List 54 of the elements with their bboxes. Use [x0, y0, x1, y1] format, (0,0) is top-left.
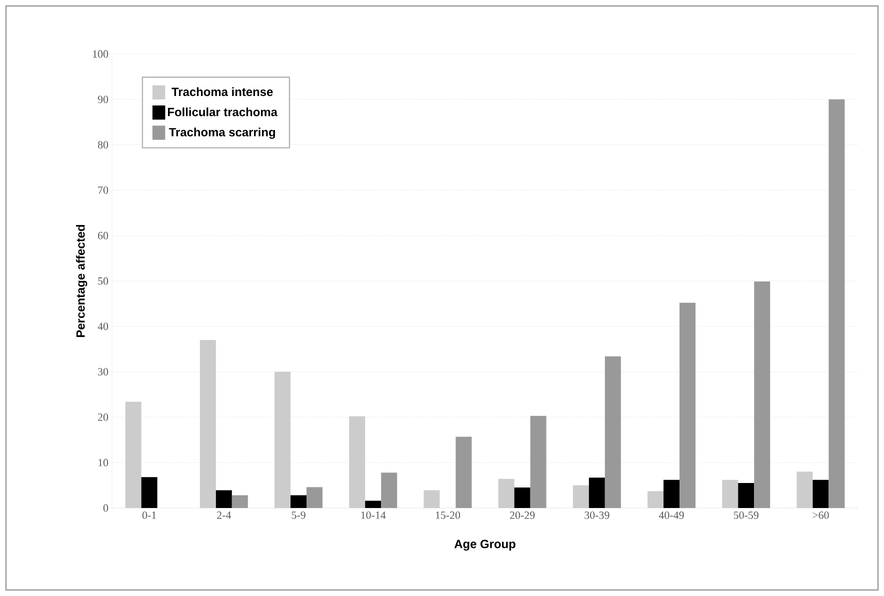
bar [200, 340, 216, 508]
y-tick-label: 100 [93, 50, 108, 58]
y-tick-label: 20 [98, 413, 108, 421]
legend-label: Trachoma scarring [168, 128, 275, 139]
bar [680, 302, 696, 508]
bar [514, 488, 530, 508]
bar [754, 281, 770, 508]
y-tick-label: 0 [103, 504, 108, 512]
y-tick-label: 50 [98, 277, 108, 285]
bar [722, 480, 738, 508]
x-axis-title: Age Group [454, 540, 516, 551]
bar [664, 480, 680, 508]
bar [530, 416, 546, 508]
x-tick-label: 0-1 [142, 512, 156, 519]
x-tick-label: 20-29 [510, 512, 535, 519]
bar [424, 490, 440, 508]
x-tick-label: >60 [812, 512, 829, 519]
bar [572, 485, 589, 508]
bar [274, 372, 291, 508]
bar [141, 477, 158, 508]
y-tick-label: 80 [98, 141, 108, 148]
bar [349, 416, 366, 508]
y-tick-label: 40 [98, 322, 108, 330]
bar [604, 356, 621, 508]
x-tick-label: 15-20 [436, 512, 460, 519]
y-axis-title: Percentage affected [76, 224, 88, 337]
x-tick-label: 10-14 [361, 512, 386, 519]
bar [290, 495, 307, 508]
bar [216, 490, 232, 508]
bar [456, 436, 472, 508]
y-tick-label: 60 [98, 232, 108, 240]
legend-label: Follicular trachoma [168, 107, 278, 116]
y-tick-label: 30 [98, 368, 108, 376]
y-tick-label: 90 [98, 96, 108, 104]
bar [306, 487, 323, 508]
bar [381, 472, 398, 508]
y-tick-label: 10 [98, 458, 108, 466]
bar [588, 478, 605, 508]
x-tick-label: 50-59 [734, 512, 758, 519]
y-tick-label: 70 [98, 186, 108, 194]
bar [365, 500, 382, 508]
bar [498, 478, 514, 508]
bar [796, 472, 813, 508]
legend-label: Trachoma intense [172, 87, 273, 96]
bar [125, 402, 142, 508]
x-tick-label: 5-9 [292, 512, 306, 519]
bar [828, 99, 845, 508]
x-tick-label: 30-39 [584, 512, 610, 519]
bar [648, 491, 664, 508]
bar [812, 480, 829, 508]
x-tick-label: 2-4 [217, 512, 232, 519]
bar [738, 483, 754, 508]
x-tick-label: 40-49 [658, 512, 684, 519]
bar [232, 495, 248, 508]
